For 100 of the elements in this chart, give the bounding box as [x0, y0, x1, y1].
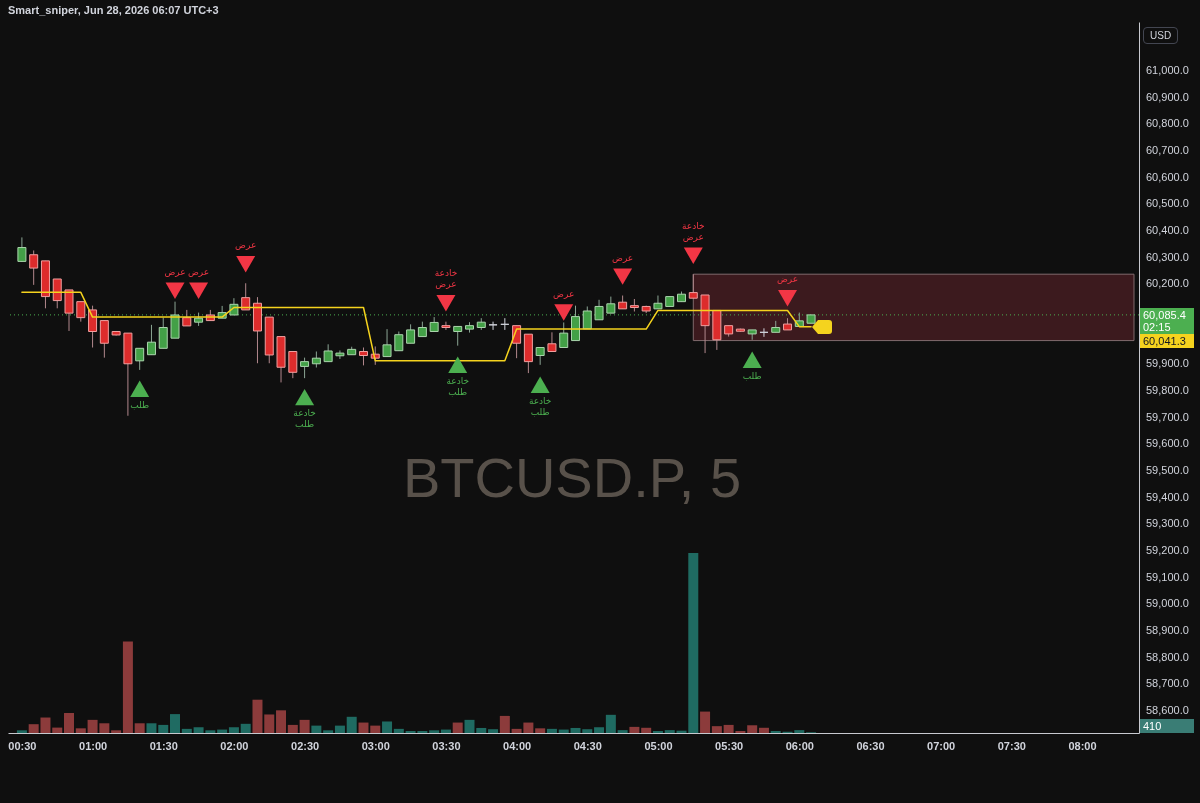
text: 60,041.3	[1143, 335, 1191, 347]
x-tick-label: 05:00	[644, 739, 673, 752]
y-tick-label: 59,000.0	[1146, 597, 1189, 610]
y-tick-label: 58,800.0	[1146, 650, 1189, 663]
bar	[228, 727, 239, 733]
y-tick-label: 60,900.0	[1146, 90, 1189, 103]
x-tick-label: 01:00	[79, 739, 108, 752]
x-tick-label: 03:00	[361, 739, 390, 752]
bar	[700, 711, 711, 733]
y-tick-label: 59,500.0	[1146, 463, 1189, 476]
candlestick	[88, 305, 98, 349]
bar	[158, 724, 169, 733]
bar	[16, 730, 27, 733]
bar	[299, 719, 310, 733]
bar	[488, 729, 499, 733]
bar	[240, 723, 251, 733]
annotation: خادعة طلب	[446, 375, 469, 397]
x-tick-label: 02:00	[220, 739, 249, 752]
annotation: خادعة طلب	[293, 408, 316, 430]
ref-line-label: 60,085.4	[1143, 309, 1187, 321]
candlestick	[594, 299, 604, 321]
bar	[617, 730, 628, 733]
bar	[252, 699, 263, 733]
annotation: خادعة طلب	[528, 395, 552, 417]
bar	[605, 714, 616, 733]
point	[742, 351, 762, 368]
bar	[287, 724, 298, 733]
x-tick-label: 06:00	[785, 739, 814, 752]
y-tick-label: 60,400.0	[1146, 224, 1189, 237]
y-tick-label: 59,300.0	[1146, 517, 1189, 530]
text: 02:15	[1143, 321, 1172, 333]
annotation: خادعة عرض	[434, 268, 458, 290]
candlestick	[559, 321, 569, 349]
bar	[346, 716, 357, 733]
candlestick	[382, 328, 392, 358]
bar	[134, 723, 145, 733]
y-tick-label: 60,600.0	[1146, 170, 1189, 183]
candlestick	[441, 321, 451, 331]
bar	[264, 714, 275, 733]
x-tick-label: 07:00	[927, 739, 956, 752]
point	[530, 376, 550, 394]
bar	[747, 725, 758, 733]
y-tick-label: 60,300.0	[1146, 250, 1189, 263]
bar	[64, 713, 75, 733]
y-tick-label: 60,700.0	[1146, 144, 1189, 157]
y-tick-label: 58,600.0	[1146, 703, 1189, 716]
text: BTCUSD.P, 5	[402, 446, 742, 509]
annotation: خادعة عرض	[682, 220, 705, 242]
candlestick	[653, 295, 663, 310]
bar	[111, 730, 122, 733]
point	[683, 247, 703, 265]
candlestick	[146, 324, 156, 356]
bar	[393, 728, 404, 733]
candlestick	[99, 320, 109, 359]
y-tick-label: 58,900.0	[1146, 623, 1189, 636]
chart-subtitle: Smart_sniper, Jun 28, 2026 06:07 UTC+3	[8, 4, 219, 16]
candlestick	[64, 289, 74, 332]
bar	[52, 727, 63, 733]
candlestick	[17, 236, 27, 263]
bar	[629, 726, 640, 733]
bar	[276, 710, 287, 733]
point	[130, 380, 150, 398]
bar	[758, 727, 769, 733]
bar	[594, 727, 605, 733]
bar	[334, 725, 345, 733]
point	[165, 282, 185, 299]
y-tick-label: 58,700.0	[1146, 677, 1189, 690]
candlestick	[135, 347, 145, 371]
bar	[181, 728, 192, 733]
point	[189, 282, 209, 299]
x-tick-label: 01:30	[149, 739, 178, 752]
candlestick	[547, 331, 557, 353]
x-tick-label: 03:30	[432, 739, 461, 752]
y-tick-label: 59,100.0	[1146, 570, 1189, 583]
y-axis-title: USD	[1143, 27, 1179, 44]
y-tick-label: 59,200.0	[1146, 543, 1189, 556]
y-tick-label: 60,200.0	[1146, 277, 1189, 290]
y-tick-label: 59,900.0	[1146, 357, 1189, 370]
candlestick	[158, 317, 168, 349]
bar	[358, 722, 369, 733]
candlestick	[335, 349, 345, 360]
x-tick-label: 08:00	[1068, 739, 1097, 752]
candlestick	[29, 249, 39, 286]
bar	[641, 727, 652, 733]
bar	[382, 721, 393, 733]
candlestick	[170, 301, 180, 339]
candlestick	[76, 301, 86, 323]
bar	[535, 728, 546, 733]
bar	[122, 641, 133, 733]
y-tick-label: 59,600.0	[1146, 437, 1189, 450]
bar	[499, 715, 510, 733]
bar	[664, 730, 675, 733]
bar	[452, 722, 463, 733]
bar	[370, 725, 381, 733]
x-tick-label: 04:00	[503, 739, 532, 752]
y-tick-label: 59,400.0	[1146, 490, 1189, 503]
bar	[546, 728, 557, 733]
point	[236, 256, 256, 273]
x-tick-label: 02:30	[291, 739, 320, 752]
bar	[311, 725, 322, 733]
